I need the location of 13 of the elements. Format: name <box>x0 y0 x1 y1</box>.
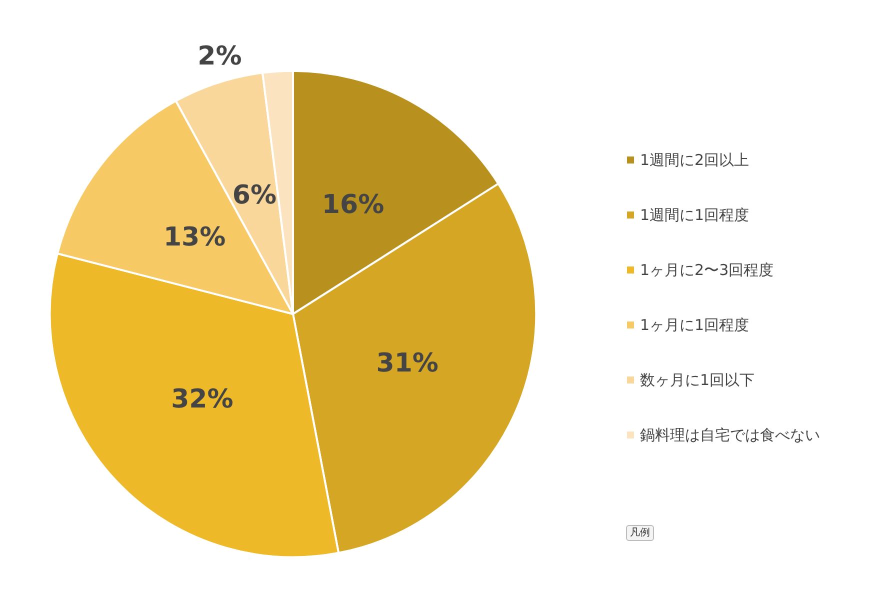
data-label: 13% <box>163 222 226 253</box>
legend-label: 1週間に1回程度 <box>640 206 750 224</box>
data-label: 31% <box>376 348 438 378</box>
legend-label: 数ヶ月に1回以下 <box>640 371 755 389</box>
legend-label: 1週間に2回以上 <box>640 151 750 169</box>
data-label: 2% <box>198 41 242 72</box>
text: 凡例 <box>630 528 650 538</box>
legend-label: 1ヶ月に2〜3回程度 <box>640 261 774 279</box>
data-label: 32% <box>171 384 234 414</box>
data-label: 16% <box>322 190 384 220</box>
legend-label: 鍋料理は自宅では食べない <box>640 426 820 444</box>
data-label: 6% <box>232 180 277 211</box>
legend-label: 1ヶ月に1回程度 <box>640 316 750 334</box>
